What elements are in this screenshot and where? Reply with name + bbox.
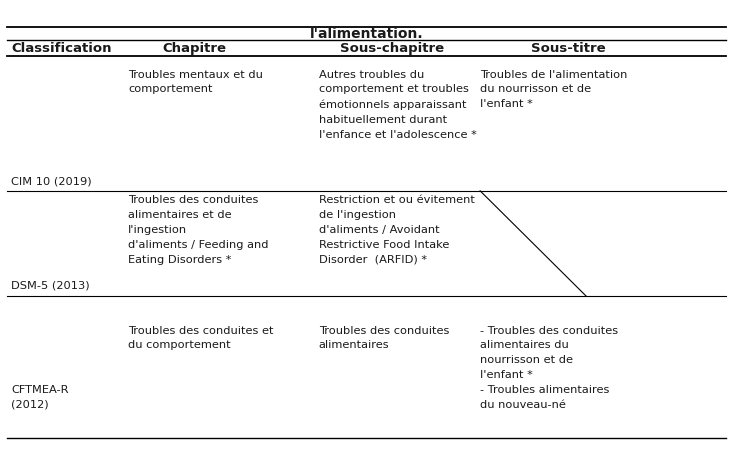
Text: Troubles des conduites
alimentaires et de
l'ingestion
d'aliments / Feeding and
E: Troubles des conduites alimentaires et d… — [128, 195, 269, 264]
Text: Sous-chapitre: Sous-chapitre — [340, 42, 444, 55]
Text: Troubles des conduites et
du comportement: Troubles des conduites et du comportemen… — [128, 326, 273, 350]
Text: Autres troubles du
comportement et troubles
émotionnels apparaissant
habituellem: Autres troubles du comportement et troub… — [319, 70, 476, 140]
Text: Sous-titre: Sous-titre — [531, 42, 605, 55]
Text: CIM 10 (2019): CIM 10 (2019) — [11, 177, 92, 187]
Text: - Troubles des conduites
alimentaires du
nourrisson et de
l'enfant *
- Troubles : - Troubles des conduites alimentaires du… — [480, 326, 618, 409]
Text: CFTMEA-R
(2012): CFTMEA-R (2012) — [11, 385, 68, 410]
Text: l'alimentation.: l'alimentation. — [309, 26, 424, 41]
Text: Troubles mentaux et du
comportement: Troubles mentaux et du comportement — [128, 70, 263, 94]
Text: Troubles de l'alimentation
du nourrisson et de
l'enfant *: Troubles de l'alimentation du nourrisson… — [480, 70, 627, 109]
Text: Chapitre: Chapitre — [162, 42, 226, 55]
Text: Troubles des conduites
alimentaires: Troubles des conduites alimentaires — [319, 326, 449, 350]
Text: Restriction et ou évitement
de l'ingestion
d'aliments / Avoidant
Restrictive Foo: Restriction et ou évitement de l'ingesti… — [319, 195, 475, 264]
Text: DSM-5 (2013): DSM-5 (2013) — [11, 280, 89, 290]
Text: Classification: Classification — [11, 42, 111, 55]
